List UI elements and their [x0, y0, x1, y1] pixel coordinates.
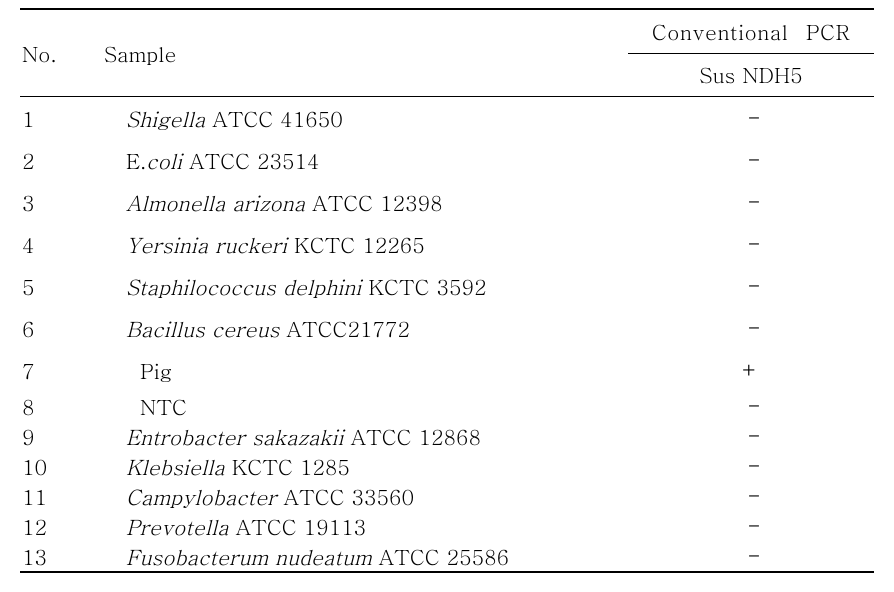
sample-text: Pig: [140, 355, 172, 385]
cell-sample: Staphilococcus delphini KCTC 3592: [98, 265, 628, 307]
table-row: 8 NTC -: [20, 391, 874, 421]
cell-result: +: [628, 349, 874, 391]
cell-sample: NTC: [98, 391, 628, 421]
cell-sample: Bacillus cereus ATCC21772: [98, 307, 628, 349]
cell-sample: Almonella arizona ATCC 12398: [98, 181, 628, 223]
table-header: No. Sample Conventional PCR Sus NDH5: [20, 9, 874, 97]
cell-no: 1: [20, 97, 98, 140]
sample-text: Entrobacter sakazakii ATCC 12868: [126, 421, 481, 451]
sample-text: Staphilococcus delphini KCTC 3592: [126, 271, 487, 301]
cell-sample: Fusobacterum nudeatum ATCC 25586: [98, 541, 628, 572]
cell-result: -: [628, 541, 874, 572]
cell-no: 2: [20, 139, 98, 181]
cell-result: -: [628, 451, 874, 481]
table-body: 1 Shigella ATCC 41650 - 2 E.coli ATCC 23514 -…: [20, 97, 874, 573]
cell-sample: Shigella ATCC 41650: [98, 97, 628, 140]
sample-text: Yersinia ruckeri KCTC 12265: [126, 229, 425, 259]
cell-sample: Prevotella ATCC 19113: [98, 511, 628, 541]
table-row: 10 Klebsiella KCTC 1285 -: [20, 451, 874, 481]
cell-sample: Campylobacter ATCC 33560: [98, 481, 628, 511]
cell-no: 8: [20, 391, 98, 421]
sample-text: Prevotella ATCC 19113: [126, 511, 366, 541]
cell-sample: Entrobacter sakazakii ATCC 12868: [98, 421, 628, 451]
cell-no: 10: [20, 451, 98, 481]
cell-sample: Yersinia ruckeri KCTC 12265: [98, 223, 628, 265]
cell-result: -: [628, 181, 874, 223]
sample-text: Klebsiella KCTC 1285: [126, 451, 350, 481]
cell-result: -: [628, 265, 874, 307]
table-row: 1 Shigella ATCC 41650 -: [20, 97, 874, 140]
cell-no: 4: [20, 223, 98, 265]
sample-text: Almonella arizona ATCC 12398: [126, 187, 443, 217]
cell-result: -: [628, 481, 874, 511]
cell-result: -: [628, 97, 874, 140]
table-row: 9 Entrobacter sakazakii ATCC 12868 -: [20, 421, 874, 451]
sample-text: Bacillus cereus ATCC21772: [126, 313, 410, 343]
cell-result: -: [628, 391, 874, 421]
table-row: 5 Staphilococcus delphini KCTC 3592 -: [20, 265, 874, 307]
cell-sample: E.coli ATCC 23514: [98, 139, 628, 181]
sample-text: NTC: [140, 391, 187, 421]
cell-no: 11: [20, 481, 98, 511]
sample-text: Campylobacter ATCC 33560: [126, 481, 414, 511]
table-row: 2 E.coli ATCC 23514 -: [20, 139, 874, 181]
data-table: No. Sample Conventional PCR Sus NDH5 1 Sh…: [20, 8, 874, 573]
cell-result: -: [628, 421, 874, 451]
cell-sample: Klebsiella KCTC 1285: [98, 451, 628, 481]
cell-no: 7: [20, 349, 98, 391]
table-row: 4 Yersinia ruckeri KCTC 12265 -: [20, 223, 874, 265]
cell-sample: Pig: [98, 349, 628, 391]
sample-text: E.coli ATCC 23514: [126, 145, 320, 175]
table-row: 7 Pig +: [20, 349, 874, 391]
cell-no: 12: [20, 511, 98, 541]
cell-no: 3: [20, 181, 98, 223]
column-header-sample: Sample: [98, 9, 628, 97]
cell-no: 5: [20, 265, 98, 307]
cell-result: -: [628, 307, 874, 349]
sample-text: Fusobacterum nudeatum ATCC 25586: [126, 541, 509, 571]
cell-result: -: [628, 139, 874, 181]
cell-result: -: [628, 223, 874, 265]
pcr-specificity-table: No. Sample Conventional PCR Sus NDH5 1 Sh…: [0, 0, 894, 592]
cell-no: 13: [20, 541, 98, 572]
table-row: 3 Almonella arizona ATCC 12398 -: [20, 181, 874, 223]
cell-result: -: [628, 511, 874, 541]
cell-no: 6: [20, 307, 98, 349]
column-header-no: No.: [20, 9, 98, 97]
table-row: 13 Fusobacterum nudeatum ATCC 25586 -: [20, 541, 874, 572]
column-header-pcr-group: Conventional PCR: [628, 9, 874, 53]
column-header-pcr-sub: Sus NDH5: [628, 53, 874, 97]
table-row: 11 Campylobacter ATCC 33560 -: [20, 481, 874, 511]
table-row: 6 Bacillus cereus ATCC21772 -: [20, 307, 874, 349]
table-row: 12 Prevotella ATCC 19113 -: [20, 511, 874, 541]
sample-text: Shigella ATCC 41650: [126, 103, 343, 133]
cell-no: 9: [20, 421, 98, 451]
